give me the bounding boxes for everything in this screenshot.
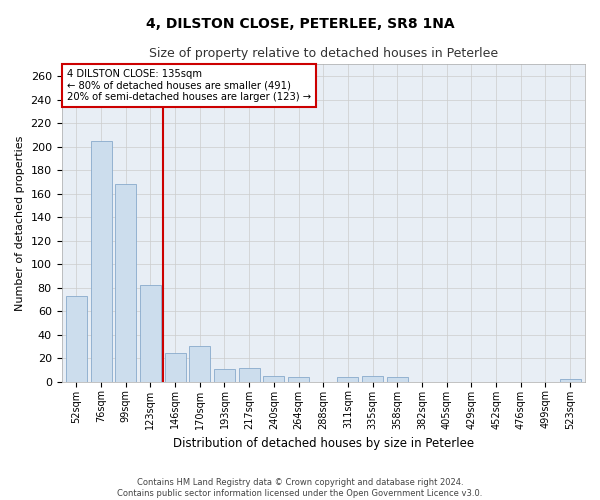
Bar	[91, 141, 112, 382]
Bar	[214, 368, 235, 382]
Bar	[337, 377, 358, 382]
Bar	[288, 377, 309, 382]
X-axis label: Distribution of detached houses by size in Peterlee: Distribution of detached houses by size …	[173, 437, 474, 450]
Text: Contains HM Land Registry data © Crown copyright and database right 2024.
Contai: Contains HM Land Registry data © Crown c…	[118, 478, 482, 498]
Y-axis label: Number of detached properties: Number of detached properties	[15, 136, 25, 310]
Bar	[263, 376, 284, 382]
Bar	[190, 346, 210, 382]
Text: 4 DILSTON CLOSE: 135sqm
← 80% of detached houses are smaller (491)
20% of semi-d: 4 DILSTON CLOSE: 135sqm ← 80% of detache…	[67, 69, 311, 102]
Bar	[164, 354, 185, 382]
Bar	[560, 380, 581, 382]
Text: 4, DILSTON CLOSE, PETERLEE, SR8 1NA: 4, DILSTON CLOSE, PETERLEE, SR8 1NA	[146, 18, 454, 32]
Bar	[115, 184, 136, 382]
Bar	[239, 368, 260, 382]
Bar	[387, 377, 408, 382]
Title: Size of property relative to detached houses in Peterlee: Size of property relative to detached ho…	[149, 48, 498, 60]
Bar	[140, 286, 161, 382]
Bar	[66, 296, 87, 382]
Bar	[362, 376, 383, 382]
